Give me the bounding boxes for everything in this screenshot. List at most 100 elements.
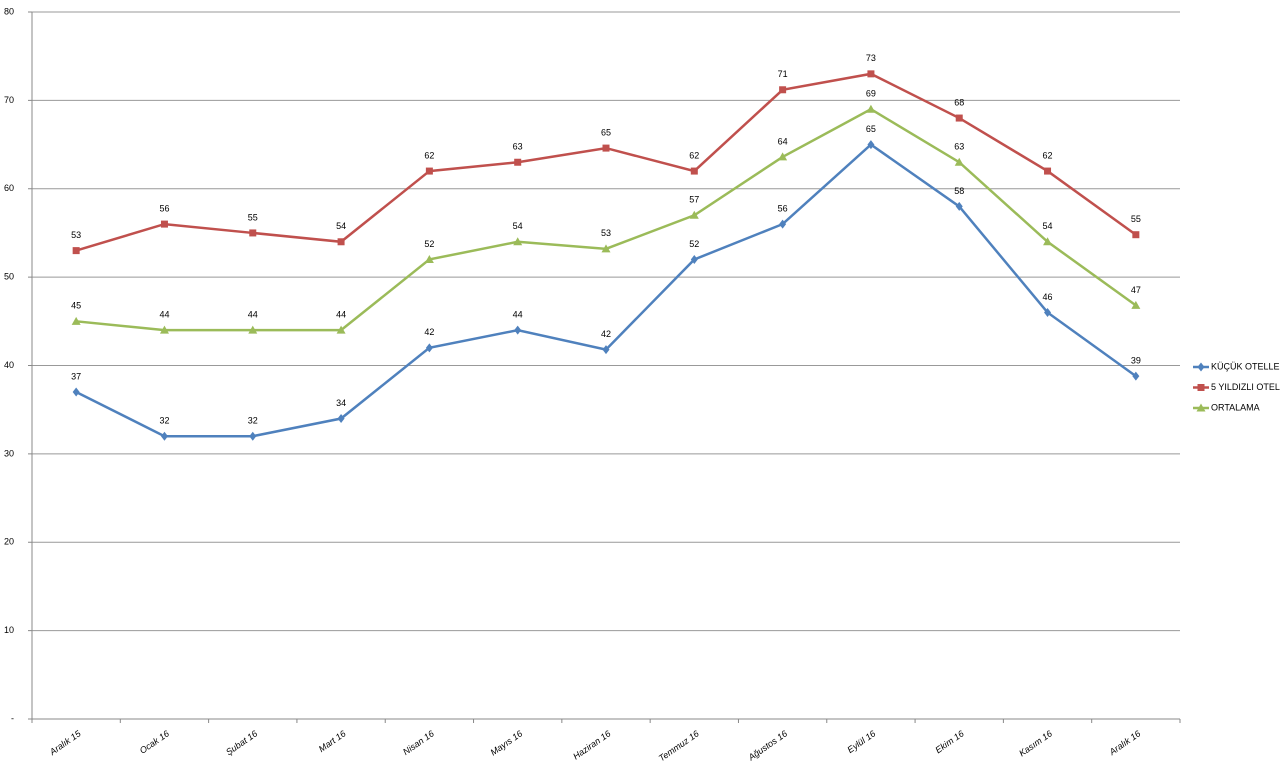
point (601, 244, 611, 253)
data-label: 32 (159, 416, 169, 426)
data-label: 55 (1131, 214, 1141, 224)
data-label: 54 (513, 221, 523, 231)
data-label: 47 (1131, 285, 1141, 295)
point (514, 325, 522, 335)
y-tick-label: 60 (4, 183, 14, 193)
y-tick-label: 30 (4, 448, 14, 458)
x-tick-label: Mart 16 (317, 728, 348, 754)
point (690, 167, 698, 175)
x-tick-label: Eylül 16 (845, 728, 877, 755)
point (690, 254, 698, 264)
legend-label: 5 YILDIZLI OTELLER (1211, 382, 1280, 392)
y-tick-label: 80 (4, 6, 14, 16)
data-label: 63 (954, 142, 964, 152)
point (955, 114, 963, 122)
x-tick-label: Haziran 16 (571, 728, 612, 761)
point (337, 238, 345, 246)
data-label: 62 (689, 150, 699, 160)
data-label: 34 (336, 398, 346, 408)
point (1044, 307, 1052, 317)
x-tick-label: Ağustos 16 (746, 728, 789, 763)
point (71, 316, 81, 325)
y-tick-label: 70 (4, 95, 14, 105)
data-label: 54 (1043, 221, 1053, 231)
point (1132, 231, 1140, 239)
data-label: 71 (778, 69, 788, 79)
data-label: 65 (866, 124, 876, 134)
y-tick-label: 50 (4, 272, 14, 282)
data-label: 44 (336, 310, 346, 320)
point (72, 247, 80, 255)
y-tick-label: 20 (4, 537, 14, 547)
point (248, 325, 258, 334)
data-label: 44 (159, 310, 169, 320)
data-label: 63 (513, 142, 523, 152)
data-label: 64 (778, 136, 788, 146)
point (72, 387, 80, 397)
data-label: 65 (601, 127, 611, 137)
x-tick-label: Ocak 16 (138, 728, 171, 755)
data-label: 39 (1131, 355, 1141, 365)
data-label: 46 (1043, 292, 1053, 302)
data-label: 73 (866, 53, 876, 63)
legend-label: ORTALAMA (1211, 402, 1260, 412)
data-label: 56 (159, 203, 169, 213)
x-tick-label: Mayıs 16 (489, 728, 525, 757)
point (424, 254, 434, 263)
data-label: 68 (954, 97, 964, 107)
point (602, 144, 610, 152)
data-label: 52 (424, 239, 434, 249)
data-label: 42 (601, 329, 611, 339)
x-tick-label: Ekim 16 (933, 728, 965, 755)
data-label: 62 (1043, 150, 1053, 160)
data-label: 69 (866, 89, 876, 99)
data-label: 56 (778, 203, 788, 213)
point (779, 86, 787, 94)
point (514, 158, 522, 166)
data-label: 42 (424, 327, 434, 337)
data-label: 57 (689, 195, 699, 205)
data-label: 55 (248, 212, 258, 222)
point (249, 431, 257, 441)
point (425, 343, 433, 353)
point (513, 237, 523, 246)
x-tick-label: Şubat 16 (224, 728, 259, 757)
point (1044, 167, 1052, 175)
point (1043, 237, 1053, 246)
point (955, 201, 963, 211)
x-tick-label: Aralık 15 (47, 728, 83, 758)
data-label: 32 (248, 416, 258, 426)
y-tick-label: 10 (4, 625, 14, 635)
point (779, 219, 787, 229)
point (778, 152, 788, 161)
y-tick-label: 40 (4, 360, 14, 370)
point (337, 414, 345, 424)
point (867, 140, 875, 150)
series-line (76, 107, 1137, 332)
point (866, 104, 876, 113)
point (160, 220, 168, 228)
data-label: 58 (954, 186, 964, 196)
point (249, 229, 257, 237)
point (689, 210, 699, 219)
data-label: 62 (424, 150, 434, 160)
point (159, 325, 169, 334)
x-tick-label: Temmuz 16 (657, 728, 701, 763)
x-tick-label: Kasım 16 (1017, 728, 1054, 758)
y-tick-label: - (11, 713, 14, 723)
x-tick-label: Nisan 16 (401, 728, 436, 757)
data-label: 53 (71, 230, 81, 240)
data-label: 44 (248, 310, 258, 320)
point (425, 167, 433, 175)
data-label: 53 (601, 228, 611, 238)
point (160, 431, 168, 441)
point (867, 70, 875, 78)
point (1132, 371, 1140, 381)
data-label: 45 (71, 301, 81, 311)
point (336, 325, 346, 334)
legend-label: KÜÇÜK OTELLER (1211, 361, 1280, 371)
point (602, 345, 610, 355)
point (1196, 403, 1206, 412)
data-label: 52 (689, 239, 699, 249)
